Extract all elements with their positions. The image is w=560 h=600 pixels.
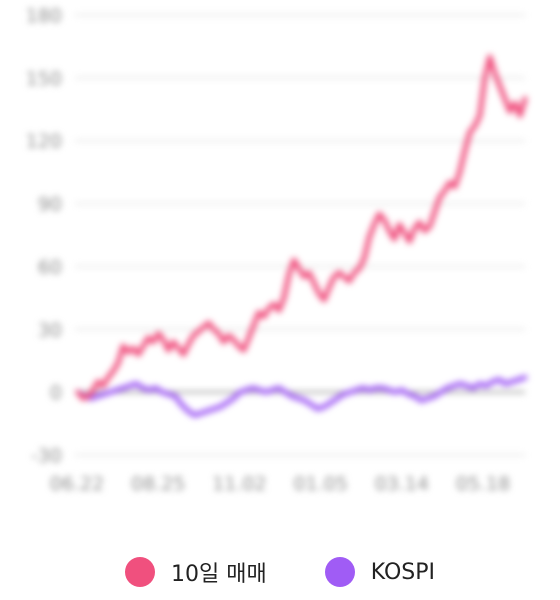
series-line-1 (75, 54, 528, 401)
y-tick-label: 120 (26, 131, 62, 153)
y-tick-label: 150 (26, 68, 62, 90)
x-tick-label: 06.22 (50, 473, 104, 495)
series-line-2 (75, 375, 528, 418)
legend-label-series-2: KOSPI (370, 559, 435, 585)
legend-marker-series-2 (324, 557, 355, 587)
y-tick-label: 30 (38, 319, 62, 341)
x-tick-label: 03.14 (375, 473, 429, 495)
x-tick-label: 01.05 (293, 473, 347, 495)
y-tick-label: -30 (31, 445, 62, 467)
chart-canvas: 180 150 120 90 60 30 0 -30 06.22 08.25 11.02 01.05 0… (26, 5, 528, 495)
legend-item-series-1: 10일 매매 (125, 556, 267, 588)
y-tick-label: 0 (50, 382, 62, 404)
y-tick-label: 60 (38, 256, 62, 278)
legend-item-series-2: KOSPI (324, 557, 435, 587)
x-tick-label: 05.18 (456, 473, 510, 495)
x-tick-label: 11.02 (212, 473, 266, 495)
legend-marker-series-1 (125, 557, 155, 587)
chart-legend: 10일 매매 KOSPI (0, 548, 560, 596)
y-tick-label: 90 (38, 194, 62, 216)
line-chart: 180 150 120 90 60 30 0 -30 06.22 08.25 11.02 01.05 0… (26, 5, 528, 495)
legend-label-series-1: 10일 매매 (171, 562, 267, 587)
x-tick-label: 08.25 (131, 473, 185, 495)
y-tick-label: 180 (26, 5, 62, 27)
